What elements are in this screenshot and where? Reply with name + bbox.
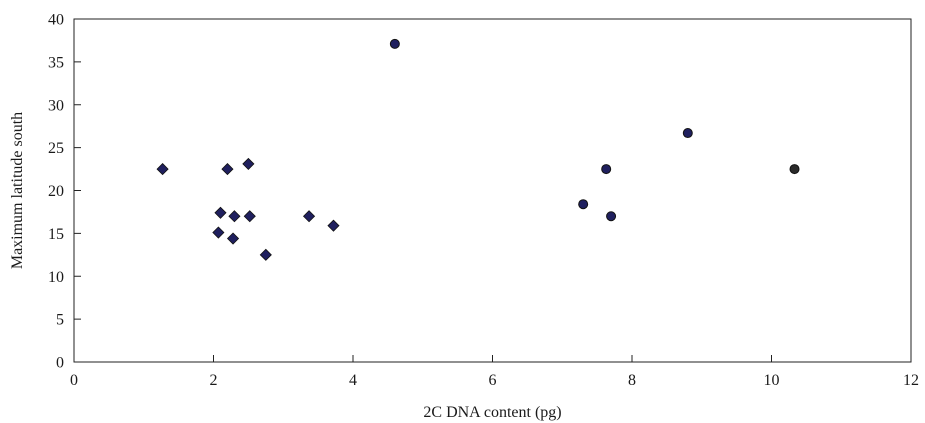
y-tick-label: 25 (48, 140, 64, 157)
x-tick-label: 2 (210, 372, 218, 389)
plot-frame (73, 18, 912, 363)
x-tick-label: 10 (764, 372, 780, 389)
data-point-diamond (243, 210, 256, 223)
x-tick-label: 0 (70, 372, 78, 389)
x-tick-label: 8 (628, 372, 636, 389)
y-axis: 0 5 10 15 20 25 30 35 40 (48, 12, 81, 372)
data-points (156, 38, 800, 261)
x-axis: 0 2 4 6 8 10 12 (70, 355, 919, 389)
x-tick-label: 6 (489, 372, 497, 389)
x-tick-label: 12 (903, 372, 919, 389)
data-point-diamond (221, 162, 234, 176)
data-point-circle (789, 164, 800, 175)
y-tick-label: 10 (48, 269, 64, 286)
data-point-circle (389, 38, 400, 49)
data-point-circle (606, 211, 617, 222)
data-point-diamond (242, 157, 255, 170)
data-point-diamond (302, 210, 316, 223)
y-tick-label: 0 (56, 355, 64, 372)
data-point-diamond (156, 162, 169, 176)
y-tick-label: 35 (48, 54, 64, 71)
x-axis-title: 2C DNA content (pg) (423, 404, 561, 421)
y-axis-title: Maximum latitude south (9, 112, 26, 269)
y-tick-label: 40 (48, 12, 64, 29)
data-point-diamond (259, 248, 272, 261)
data-point-diamond (228, 210, 241, 223)
data-point-circle (601, 164, 612, 175)
data-point-diamond (327, 219, 340, 232)
data-point-diamond (212, 226, 225, 239)
data-point-diamond (226, 232, 240, 245)
data-point-circle (578, 199, 589, 210)
data-point-diamond (214, 206, 227, 219)
data-point-circle (682, 128, 693, 139)
y-tick-label: 20 (48, 183, 64, 200)
x-tick-label: 4 (349, 372, 357, 389)
y-tick-label: 30 (48, 97, 64, 114)
y-tick-label: 15 (48, 226, 64, 243)
y-tick-label: 5 (56, 312, 64, 329)
